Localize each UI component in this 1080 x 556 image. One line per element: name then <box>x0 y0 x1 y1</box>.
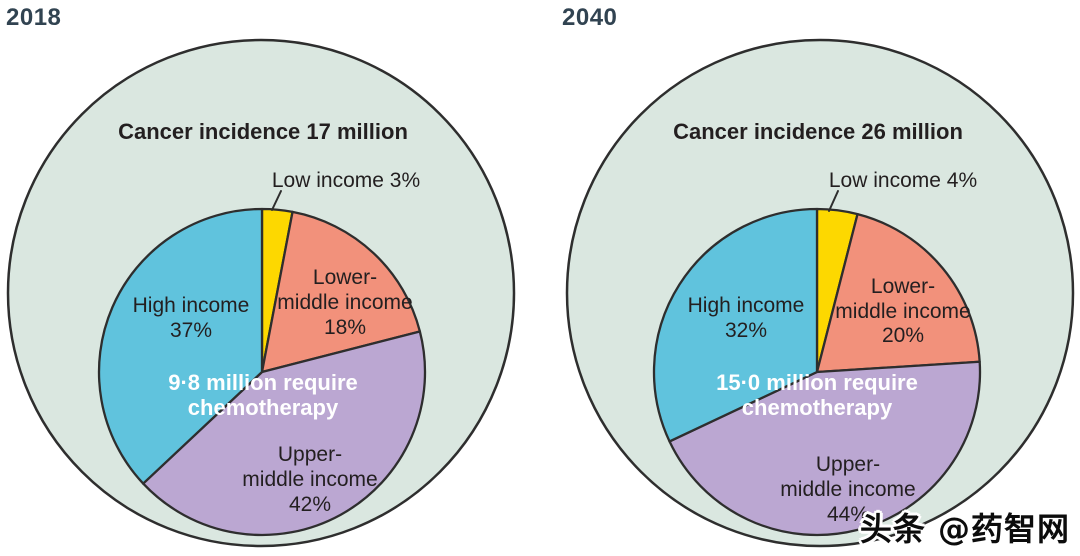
slice-label-low-income: Low income 4% <box>829 169 977 192</box>
chart-title: Cancer incidence 26 million <box>673 119 963 144</box>
center-annotation-line-1: chemotherapy <box>742 395 893 420</box>
slice-label-lower-middle-income-line-0: Lower- <box>313 266 377 289</box>
chart-panel-2018: 2018 Cancer incidence 17 million Low inco… <box>6 4 516 548</box>
center-annotation-line-0: 9·8 million require <box>168 370 358 395</box>
callout-leader-line <box>271 190 282 211</box>
slice-label-upper-middle-income-line-0: Upper- <box>816 453 880 476</box>
pie-chart-2018: Cancer incidence 17 million Low income 3%… <box>6 38 516 548</box>
chart-title: Cancer incidence 17 million <box>118 119 408 144</box>
center-annotation-line-1: chemotherapy <box>188 395 339 420</box>
pie-slice-lower-middle-income <box>815 212 981 374</box>
slice-label-upper-middle-income-line-1: middle income <box>780 478 915 501</box>
slice-label-upper-middle-income-line-2: 42% <box>289 493 331 516</box>
watermark-text: 头条 @药智网 <box>859 510 1070 548</box>
center-annotation-line-0: 15·0 million require <box>716 370 918 395</box>
chart-panel-2040: 2040 Cancer incidence 26 million Low inco… <box>540 0 1080 556</box>
slice-label-lower-middle-income-line-1: middle income <box>835 300 970 323</box>
slice-label-high-income-line-1: 32% <box>725 319 767 342</box>
slice-label-high-income-line-0: High income <box>133 294 250 317</box>
callout-leader-line <box>828 190 839 212</box>
slice-label-lower-middle-income-line-0: Lower- <box>871 275 935 298</box>
year-label-2040: 2040 <box>562 4 618 31</box>
slice-label-upper-middle-income-line-2: 44% <box>827 503 869 526</box>
year-label-2018: 2018 <box>6 4 62 31</box>
pie-slice-high-income <box>652 207 819 443</box>
pie-slice-high-income <box>97 207 264 485</box>
slice-label-high-income-line-1: 37% <box>170 319 212 342</box>
watermark: 头条 @药智网 <box>860 504 1070 550</box>
slice-label-upper-middle-income-line-1: middle income <box>242 468 377 491</box>
slice-label-high-income-line-0: High income <box>688 294 805 317</box>
slice-label-lower-middle-income-line-2: 20% <box>882 324 924 347</box>
pie-slice-lower-middle-income <box>260 210 422 374</box>
pie-slice-upper-middle-income <box>142 330 427 537</box>
slice-label-lower-middle-income-line-1: middle income <box>277 291 412 314</box>
slice-label-low-income: Low income 3% <box>272 169 420 192</box>
slice-label-upper-middle-income-line-0: Upper- <box>278 443 342 466</box>
pie-chart-2040: Cancer incidence 26 million Low income 4%… <box>565 38 1075 548</box>
slice-label-lower-middle-income-line-2: 18% <box>324 316 366 339</box>
